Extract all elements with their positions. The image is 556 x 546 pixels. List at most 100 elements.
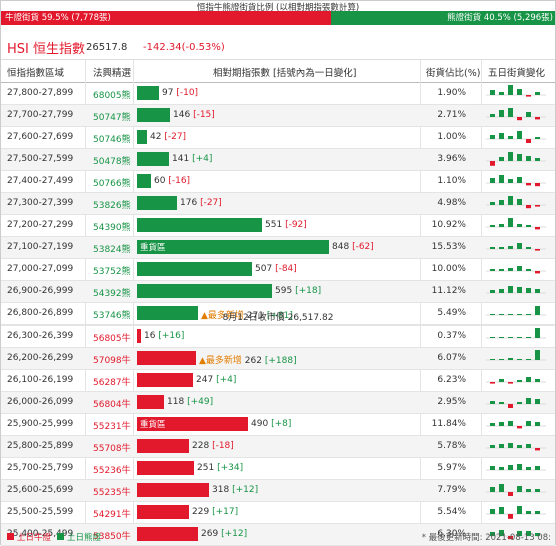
range-cell: 27,400-27,499: [7, 176, 74, 186]
five-day-sparkline: [486, 464, 546, 471]
sparkline-bar: [517, 464, 522, 470]
sparkline-bar: [535, 137, 540, 139]
contracts-change: [+49]: [187, 397, 214, 407]
contracts-number: 595: [275, 286, 293, 296]
heavy-zone-tag: 重貨區: [140, 420, 166, 430]
sparkline-bar: [499, 402, 504, 404]
sparkline-bar: [535, 205, 540, 207]
contracts-value: 60 [-16]: [154, 176, 190, 186]
sparkline-bar: [526, 421, 531, 426]
sparkline-bar: [526, 247, 531, 249]
sparkline-bar: [526, 156, 531, 161]
contracts-number: 118: [167, 397, 185, 407]
contracts-number: 551: [265, 220, 283, 230]
outstanding-pct: 2.71%: [437, 110, 466, 120]
sparkline-bar: [499, 507, 504, 514]
sparkline-bar: [535, 117, 540, 120]
sparkline-bar: [490, 401, 495, 404]
warrant-code-link[interactable]: 68005熊: [93, 91, 131, 101]
close-price-label: 8月12日收市價 26,517.82: [222, 313, 334, 323]
table-row: 27,500-27,599 50478熊 141 [+4] 3.96%: [1, 149, 555, 171]
five-day-sparkline: [486, 306, 546, 316]
warrant-code-link[interactable]: 55231牛: [93, 422, 131, 432]
sparkline-bar: [490, 382, 495, 384]
sparkline-bar: [535, 399, 540, 404]
sparkline-bar: [508, 246, 513, 249]
column-header-range: 恒指指數區域: [7, 68, 65, 79]
sparkline-bar: [517, 402, 522, 404]
warrant-code-link[interactable]: 53826熊: [93, 201, 131, 211]
warrant-code-link[interactable]: 53850牛: [93, 532, 131, 542]
sparkline-bar: [508, 404, 513, 408]
contracts-bar: [137, 174, 151, 188]
warrant-code-link[interactable]: 50746熊: [93, 135, 131, 145]
table-row: 25,700-25,799 55236牛 251 [+34] 5.97%: [1, 458, 555, 480]
warrant-code-link[interactable]: 56287牛: [93, 378, 131, 388]
contracts-bar: 重貨區: [137, 417, 248, 431]
range-cell: 27,700-27,799: [7, 110, 74, 120]
sparkline-bar: [508, 179, 513, 183]
range-cell: 26,200-26,299: [7, 353, 74, 363]
range-cell: 25,500-25,599: [7, 507, 74, 517]
contracts-bar: [137, 527, 198, 541]
table-header: 恒指指數區域 法興精選 相對期指張數 [括號內為一日變化] 街貨佔比(%) 五日…: [1, 60, 555, 83]
sparkline-bar: [499, 157, 504, 161]
warrant-code-link[interactable]: 56805牛: [93, 334, 131, 344]
sparkline-bar: [508, 443, 513, 448]
warrant-code-link[interactable]: 55235牛: [93, 488, 131, 498]
warrant-code-link[interactable]: 55236牛: [93, 466, 131, 476]
table-row: 26,300-26,399 56805牛 16 [+16] 0.37%: [1, 326, 555, 348]
range-cell: 27,800-27,899: [7, 88, 74, 98]
warrant-code-link[interactable]: 54291牛: [93, 510, 131, 520]
bull-ratio-label: 牛證街貨 59.5% (7,778張): [5, 13, 111, 23]
contracts-change: [-27]: [200, 198, 222, 208]
warrant-code-link[interactable]: 53824熊: [93, 245, 131, 255]
bear-ratio-segment: 熊證街貨 40.5% (5,296張): [331, 11, 555, 25]
warrant-code-link[interactable]: 50747熊: [93, 113, 131, 123]
contracts-bar: [137, 152, 169, 166]
sparkline-bar: [508, 382, 513, 384]
sparkline-bar: [490, 466, 495, 470]
column-header-pct: 街貨佔比(%): [426, 68, 481, 79]
contracts-value: 269 [+12]: [201, 529, 247, 539]
sparkline-bar: [526, 467, 531, 470]
table-row: 27,700-27,799 50747熊 146 [-15] 2.71%: [1, 105, 555, 127]
contracts-bar: [137, 505, 189, 519]
contracts-bar: [137, 86, 159, 100]
sparkline-bar: [499, 92, 504, 95]
sparkline-bar: [490, 90, 495, 95]
warrant-code-link[interactable]: 50766熊: [93, 179, 131, 189]
five-day-sparkline: [486, 328, 546, 339]
sparkline-bar: [526, 314, 531, 315]
warrant-code-link[interactable]: 54390熊: [93, 223, 131, 233]
range-cell: 26,900-26,999: [7, 286, 74, 296]
contracts-value: 42 [-27]: [150, 132, 186, 142]
table-row: 26,800-26,899 53746熊 ▲最多新增 271 [+81] 5.49%: [1, 303, 555, 325]
sparkline-bar: [517, 117, 522, 121]
sparkline-bar: [499, 224, 504, 227]
sparkline-bar: [526, 444, 531, 448]
table-row: 27,600-27,699 50746熊 42 [-27] 1.00%: [1, 127, 555, 149]
sparkline-bar: [490, 290, 495, 293]
sparkline-bar: [517, 154, 522, 161]
warrant-code-link[interactable]: 54392熊: [93, 289, 131, 299]
five-day-sparkline: [486, 108, 546, 121]
warrant-code-link[interactable]: 57098牛: [93, 356, 131, 366]
index-name[interactable]: HSI 恒生指數: [7, 42, 85, 57]
sparkline-bar: [526, 398, 531, 404]
warrant-code-link[interactable]: 53746熊: [93, 311, 131, 321]
outstanding-pct: 4.98%: [437, 198, 466, 208]
warrant-code-link[interactable]: 56804牛: [93, 400, 131, 410]
five-day-sparkline: [486, 443, 546, 451]
sparkline-bar: [535, 489, 540, 492]
contracts-number: 60: [154, 176, 166, 186]
index-value: 26517.8: [86, 42, 128, 53]
contracts-value: 141 [+4]: [172, 154, 212, 164]
warrant-code-link[interactable]: 55708牛: [93, 444, 131, 454]
warrant-code-link[interactable]: 50478熊: [93, 157, 131, 167]
warrant-code-link[interactable]: 53752熊: [93, 267, 131, 277]
range-cell: 26,000-26,099: [7, 397, 74, 407]
contracts-value: 16 [+16]: [144, 331, 184, 341]
contracts-change: [+188]: [264, 356, 297, 366]
five-day-sparkline: [486, 377, 546, 384]
